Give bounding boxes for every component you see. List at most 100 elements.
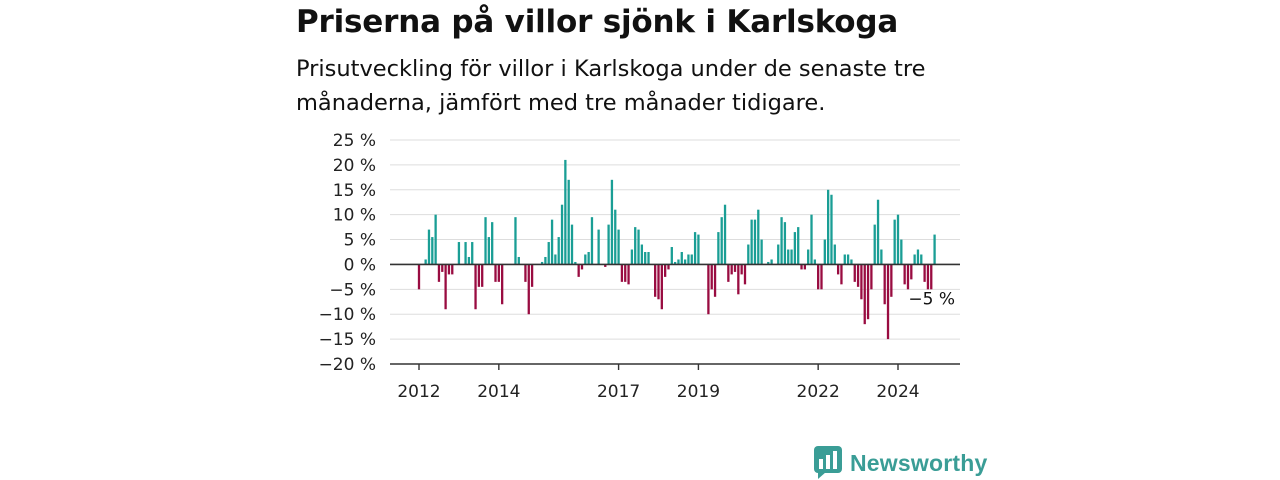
- bar: [800, 264, 803, 270]
- bar: [873, 224, 876, 265]
- bar: [431, 237, 434, 265]
- bar: [930, 264, 933, 290]
- bar: [477, 264, 481, 287]
- bar: [497, 264, 500, 282]
- bar: [880, 249, 883, 265]
- bar: [654, 264, 657, 297]
- bar: [863, 264, 866, 325]
- page-subtitle: Prisutveckling för villor i Karlskoga un…: [296, 56, 926, 116]
- bar: [803, 264, 807, 270]
- bar: [853, 264, 856, 282]
- bar: [757, 209, 760, 265]
- bar: [680, 252, 683, 265]
- bar: [417, 264, 421, 290]
- bar: [760, 239, 763, 265]
- bar: [900, 239, 903, 265]
- bar: [590, 217, 594, 265]
- y-tick-label: 0 %: [344, 255, 376, 275]
- bar: [607, 224, 610, 265]
- bar: [687, 254, 690, 265]
- bar: [783, 222, 787, 265]
- bar: [830, 194, 833, 265]
- bar: [570, 224, 574, 265]
- bar: [554, 254, 557, 265]
- bar: [693, 232, 697, 265]
- bar: [644, 252, 647, 265]
- axes: [390, 263, 960, 365]
- bar: [604, 264, 607, 267]
- bar: [567, 179, 570, 265]
- bar: [664, 264, 667, 277]
- bar: [587, 252, 590, 265]
- bar: [467, 256, 471, 265]
- bar: [544, 256, 547, 265]
- bar-chart: 25 % 20 % 15 % 10 % 5 % 0 % −5 % −10 % −15 % −20 …: [319, 131, 960, 402]
- bar: [737, 264, 740, 295]
- x-tick-label: 2014: [477, 382, 520, 402]
- bars: [417, 159, 936, 340]
- bar: [427, 229, 431, 265]
- bar: [833, 244, 836, 265]
- bar: [670, 247, 673, 265]
- bar: [447, 264, 451, 275]
- bar: [557, 237, 560, 265]
- bar: [777, 244, 780, 265]
- bar: [597, 229, 600, 265]
- bar: [560, 204, 564, 265]
- bar: [893, 219, 896, 265]
- x-tick-label: 2024: [876, 382, 919, 402]
- bar: [471, 242, 474, 265]
- y-tick-label: 15 %: [333, 181, 376, 201]
- bar: [580, 264, 584, 270]
- bar: [647, 252, 650, 265]
- bar: [870, 264, 873, 290]
- bar: [790, 249, 793, 265]
- bar: [690, 254, 693, 265]
- bar: [627, 264, 630, 285]
- bar: [634, 227, 637, 265]
- bar: [667, 264, 670, 270]
- x-tick-label: 2019: [677, 382, 720, 402]
- bar: [723, 204, 727, 265]
- bar: [484, 217, 487, 265]
- bar: [860, 264, 863, 300]
- bar: [753, 219, 757, 265]
- y-tick-label: −15 %: [319, 330, 376, 350]
- bar: [817, 264, 820, 290]
- bar: [743, 264, 747, 285]
- bar: [697, 234, 700, 265]
- bar: [474, 264, 477, 310]
- bar: [846, 254, 850, 265]
- bar: [451, 264, 454, 275]
- bar: [903, 264, 906, 285]
- bar: [926, 264, 930, 290]
- bar: [547, 242, 550, 265]
- bar: [491, 222, 494, 265]
- bar: [517, 256, 520, 265]
- bar: [890, 264, 893, 297]
- y-tick-label: 25 %: [333, 131, 376, 151]
- bar: [787, 249, 790, 265]
- y-tick-label: 5 %: [344, 231, 376, 251]
- bar: [514, 217, 517, 265]
- bar: [501, 264, 504, 305]
- bar: [610, 179, 614, 265]
- bar: [823, 239, 826, 265]
- bar: [524, 264, 527, 282]
- bar: [444, 264, 447, 310]
- bar: [564, 159, 567, 265]
- bar: [750, 219, 753, 265]
- bar: [637, 229, 640, 265]
- x-axis-tick-labels: 2012 2014 2017 2019 2022 2024: [397, 364, 920, 402]
- bar: [577, 264, 580, 277]
- bar: [424, 259, 427, 265]
- y-tick-label: −20 %: [319, 355, 376, 375]
- bar: [677, 259, 680, 265]
- bar: [910, 264, 913, 280]
- bar: [527, 264, 530, 315]
- last-value-label: −5 %: [908, 289, 955, 309]
- bar: [550, 219, 554, 265]
- brand-logo: Newsworthy: [814, 446, 987, 480]
- bar: [933, 234, 936, 265]
- bar: [717, 232, 720, 265]
